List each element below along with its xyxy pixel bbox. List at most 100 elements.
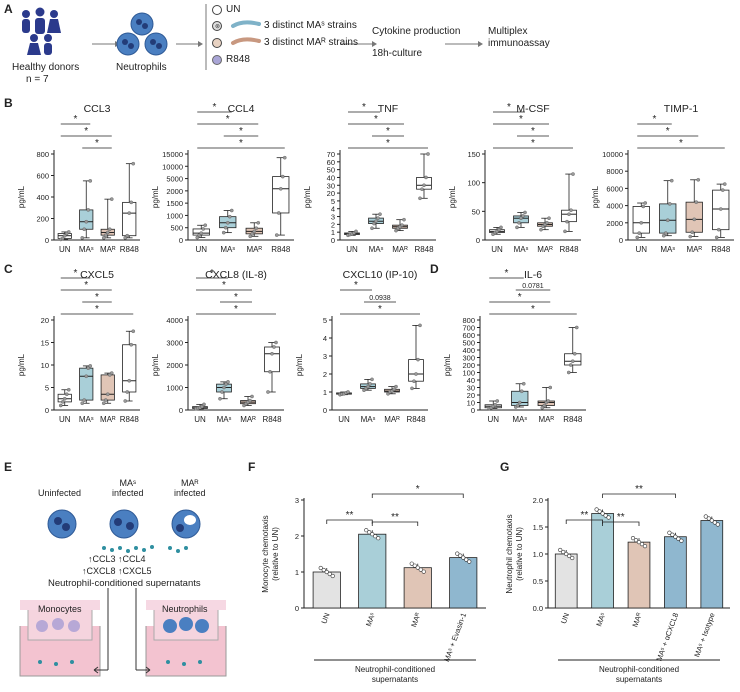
- neutrophils-icon: [116, 12, 168, 56]
- data-point: [394, 384, 398, 389]
- significance-label: *: [386, 126, 390, 137]
- data-point: [519, 216, 523, 221]
- data-point: [567, 553, 572, 559]
- y-tick-label: 300: [462, 354, 475, 363]
- data-point: [574, 325, 579, 330]
- x-tick-label: R848: [120, 245, 140, 254]
- data-point: [567, 212, 571, 216]
- data-point: [248, 234, 253, 239]
- significance-label: *: [531, 126, 535, 137]
- y-axis-label: pg/mL: [295, 353, 304, 376]
- data-point: [105, 230, 110, 235]
- data-point: [639, 221, 644, 225]
- data-point: [715, 522, 720, 527]
- y-tick-label: 40: [327, 173, 335, 182]
- y-tick-label: 2000: [166, 361, 183, 370]
- data-point: [633, 538, 639, 543]
- significance-label: 0.0938: [369, 295, 391, 302]
- y-tick-label: 4: [331, 205, 335, 214]
- data-point: [370, 226, 374, 231]
- x-tick-label: R848: [559, 245, 579, 254]
- data-point: [131, 161, 136, 166]
- y-tick-label: 1000: [166, 384, 183, 393]
- y-tick-label: 5: [323, 316, 327, 325]
- uninfected-cell-icon: [47, 509, 77, 539]
- y-tick-label: 20: [41, 316, 49, 325]
- data-point: [565, 219, 569, 224]
- data-point: [280, 174, 285, 179]
- significance-bracket: [371, 493, 464, 498]
- data-point: [101, 236, 106, 240]
- mar-infected-label: MAᴿ infected: [174, 478, 206, 498]
- x-axis-label: supernatants: [372, 675, 418, 684]
- donor-n: n = 7: [26, 74, 49, 85]
- significance-label: *: [518, 292, 522, 303]
- y-tick-label: 10000: [602, 150, 623, 159]
- bar-1: [591, 513, 614, 609]
- data-point: [368, 382, 372, 386]
- arrow-to-monocytes: [93, 666, 108, 674]
- data-point: [254, 226, 259, 231]
- panel-e-diagram: [19, 509, 227, 677]
- y-axis-label: Monocyte chemotaxis: [261, 515, 270, 592]
- x-tick-label: MAˢ + αCXCL8: [654, 612, 680, 663]
- panel-letter-f: F: [248, 460, 256, 474]
- data-point: [545, 221, 549, 225]
- x-tick-label: MAˢ: [660, 245, 675, 254]
- panel-letter-d: D: [430, 262, 439, 276]
- significance-label: *: [531, 304, 535, 315]
- data-point: [515, 403, 520, 408]
- y-tick-label: 400: [36, 193, 49, 202]
- box-3: [264, 346, 280, 373]
- x-tick-label: MAˢ: [79, 415, 94, 424]
- data-point: [394, 228, 398, 233]
- data-point: [86, 366, 91, 370]
- y-axis-label: pg/mL: [448, 185, 457, 208]
- data-point: [712, 520, 717, 525]
- data-point: [665, 218, 670, 223]
- y-tick-label: 10000: [162, 162, 183, 171]
- data-point: [374, 219, 378, 224]
- data-point: [594, 507, 599, 512]
- chart-ccl3: CCL3 pg/mL 0 200 400 600 800 UN MAˢ MAᴿ R848 * * *: [17, 103, 140, 254]
- data-point: [272, 345, 276, 349]
- significance-label: *: [378, 304, 382, 315]
- y-axis-label: pg/mL: [17, 185, 26, 208]
- data-point: [412, 563, 417, 568]
- y-tick-label: 0: [476, 236, 480, 245]
- data-point: [370, 377, 374, 382]
- data-point: [570, 359, 575, 364]
- supernatants-label: Neutrophil-conditioned supernatants: [48, 578, 201, 589]
- x-tick-label: MAˢ + Evasin-1: [442, 612, 468, 664]
- y-tick-label: 100: [467, 179, 480, 188]
- significance-label: *: [416, 484, 420, 495]
- mas-infected-cell-icon: [109, 509, 139, 539]
- y-tick-label: 8000: [606, 167, 623, 176]
- data-point: [402, 217, 406, 222]
- data-point: [703, 514, 708, 519]
- y-tick-label: 4000: [166, 316, 183, 325]
- x-tick-label: MAˢ + Isotype: [692, 612, 716, 659]
- data-point: [248, 398, 252, 403]
- x-tick-label: UN: [59, 415, 71, 424]
- x-tick-label: MAᴿ: [384, 415, 400, 424]
- data-point: [422, 183, 426, 188]
- data-point: [278, 187, 283, 191]
- data-point: [103, 398, 108, 402]
- x-tick-label: MAᴿ: [537, 245, 553, 254]
- y-tick-label: 2: [323, 370, 327, 379]
- y-tick-label: 600: [36, 172, 49, 181]
- chart-title: TNF: [378, 103, 398, 115]
- data-point: [718, 207, 723, 211]
- data-point: [542, 403, 547, 408]
- y-tick-label: 600: [462, 331, 475, 340]
- data-point: [641, 204, 646, 209]
- data-point: [66, 387, 71, 392]
- significance-bracket: [602, 493, 676, 498]
- panel-letter-e: E: [4, 460, 13, 474]
- bacteria-brown-icon: [231, 37, 261, 45]
- data-point: [400, 223, 404, 227]
- bar-0: [554, 553, 578, 609]
- y-tick-label: 0: [331, 236, 335, 245]
